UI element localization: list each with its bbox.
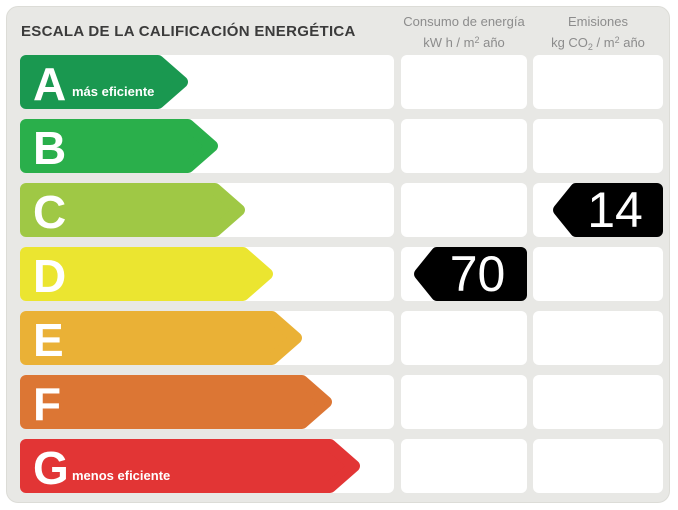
consumption-column-unit: kW h / m2 año	[401, 31, 527, 52]
unit-text: año	[479, 35, 505, 50]
emissions-column-unit: kg CO2 / m2 año	[533, 31, 663, 56]
band-e-letter: E	[33, 314, 64, 366]
emissions-rating-badge: 14	[553, 183, 663, 237]
band-row-a: A más eficiente	[0, 55, 678, 109]
unit-superscript: 2	[614, 35, 620, 45]
band-b-emissions-cell	[533, 119, 663, 173]
band-e-emissions-cell	[533, 311, 663, 365]
band-a-arrow	[20, 55, 188, 109]
consumption-column-header: Consumo de energía kW h / m2 año	[401, 13, 527, 52]
band-b-consumption-cell	[401, 119, 527, 173]
band-g-consumption-cell	[401, 439, 527, 493]
consumption-rating-badge: 70	[414, 247, 527, 301]
band-row-f: F	[0, 375, 678, 429]
band-g-letter: G	[33, 442, 69, 494]
band-f-arrow	[20, 375, 332, 429]
band-a-consumption-cell	[401, 55, 527, 109]
band-c-letter: C	[33, 186, 67, 238]
band-a-efficiency-label: más eficiente	[72, 84, 155, 99]
band-c-arrow	[20, 183, 245, 237]
emissions-column-title: Emisiones	[568, 14, 628, 29]
band-row-b: B	[0, 119, 678, 173]
unit-superscript: 2	[474, 35, 480, 45]
emissions-rating-value: 14	[587, 182, 643, 238]
band-row-d: D	[0, 247, 678, 301]
band-a-letter: A	[33, 58, 67, 110]
unit-text: / m	[592, 35, 615, 50]
band-e-arrow	[20, 311, 302, 365]
band-g-emissions-cell	[533, 439, 663, 493]
band-row-e: E	[0, 311, 678, 365]
band-f-consumption-cell	[401, 375, 527, 429]
band-d-letter: D	[33, 250, 67, 302]
page-title: ESCALA DE LA CALIFICACIÓN ENERGÉTICA	[21, 23, 356, 40]
band-f-letter: F	[33, 378, 62, 430]
unit-text: kW h / m	[423, 35, 475, 50]
band-g-efficiency-label: menos eficiente	[72, 468, 171, 483]
band-d-emissions-cell	[533, 247, 663, 301]
unit-text: kg CO	[551, 35, 588, 50]
consumption-column-title: Consumo de energía	[403, 14, 525, 29]
band-c-consumption-cell	[401, 183, 527, 237]
band-f-emissions-cell	[533, 375, 663, 429]
unit-text: año	[619, 35, 645, 50]
consumption-rating-value: 70	[449, 246, 506, 302]
band-b-letter: B	[33, 122, 67, 174]
band-g-arrow	[20, 439, 360, 493]
band-b-arrow	[20, 119, 218, 173]
band-row-g: G menos eficiente	[0, 439, 678, 493]
band-a-emissions-cell	[533, 55, 663, 109]
band-e-consumption-cell	[401, 311, 527, 365]
band-d-arrow	[20, 247, 273, 301]
unit-subscript: 2	[587, 42, 593, 52]
emissions-column-header: Emisiones kg CO2 / m2 año	[533, 13, 663, 56]
